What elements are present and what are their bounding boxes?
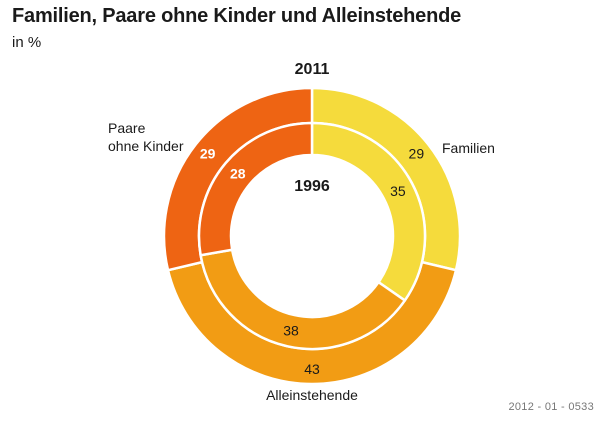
source-code: 2012 - 01 - 0533 xyxy=(508,401,594,413)
outer-value-alleinstehende: 43 xyxy=(304,361,320,377)
inner-value-familien: 35 xyxy=(390,183,406,199)
outer-year-label: 2011 xyxy=(295,61,330,78)
inner-year-label: 1996 xyxy=(294,178,330,195)
category-label-paare-line-2: ohne Kinder xyxy=(108,138,184,154)
chart-subtitle: in % xyxy=(12,34,42,51)
category-label-alleinstehende: Alleinstehende xyxy=(266,387,358,403)
chart-title: Familien, Paare ohne Kinder und Alleinst… xyxy=(12,5,462,27)
outer-value-paare: 29 xyxy=(200,146,216,162)
inner-value-alleinstehende: 38 xyxy=(283,323,299,339)
category-label-paare-line-1: Paare xyxy=(108,120,146,136)
category-label-familien: Familien xyxy=(442,140,495,156)
inner-slice-alleinstehende xyxy=(199,248,407,351)
inner-slice-paare xyxy=(197,121,314,257)
inner-value-paare: 28 xyxy=(230,166,246,182)
outer-value-familien: 29 xyxy=(409,146,425,162)
